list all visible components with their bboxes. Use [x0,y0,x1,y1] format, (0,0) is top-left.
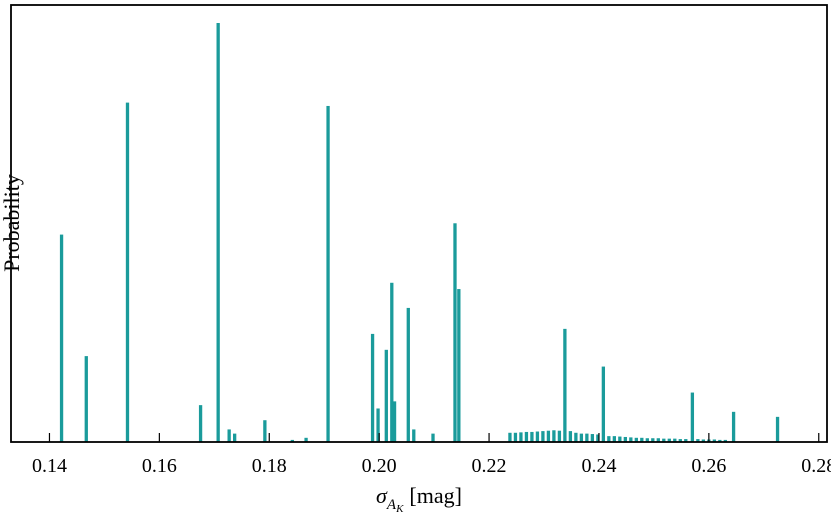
histogram-bar [513,432,518,442]
x-tick-label: 0.28 [801,455,831,477]
histogram-bar [326,105,330,443]
histogram-bar [662,438,666,442]
x-tick-label: 0.14 [32,455,67,477]
histogram-bar [731,411,736,442]
histogram-bar [612,436,616,442]
histogram-bar [406,307,410,442]
histogram-bar [552,430,556,442]
histogram-bar [667,438,671,442]
histogram-bar [651,438,655,442]
histogram-bar [775,416,780,442]
x-axis-label-subsubscript: K [395,503,404,514]
plot-frame [10,4,828,443]
histogram-bar [457,289,461,442]
histogram-bar [431,433,435,442]
histogram-bar [370,333,375,442]
histogram-bar [601,366,606,442]
histogram-bar [453,223,457,442]
histogram-bar [390,282,394,442]
x-tick-label: 0.24 [581,455,616,477]
histogram-bar [596,434,600,442]
histogram-bar [384,349,388,442]
histogram-bar [84,356,88,442]
histogram-bar [656,438,660,442]
histogram-bar [216,23,220,442]
x-tick-label: 0.26 [691,455,726,477]
histogram-bar [563,328,567,442]
histogram-bar [412,429,416,442]
histogram-bar [530,431,534,442]
histogram-bar [712,439,717,442]
histogram-bar [690,392,695,442]
x-tick-label: 0.20 [362,455,397,477]
histogram-bar [568,431,573,442]
histogram-bar [574,432,578,442]
histogram-bar [524,431,529,442]
histogram-bar [508,432,512,442]
histogram-bar [557,430,562,442]
histogram-bar [585,433,589,442]
x-ticks-group [48,433,820,442]
histogram-bar [125,102,130,443]
histogram-bar [645,438,649,442]
histogram-bar [233,433,237,442]
histogram-bar [640,437,644,442]
histogram-bar [227,429,231,442]
histogram-bar [304,437,308,442]
bars-group [59,23,780,443]
x-axis-label-unit: [mag] [409,483,462,508]
x-tick-label: 0.22 [472,455,507,477]
x-tick-labels-group: 0.14 0.16 0.18 0.20 0.22 0.24 0.26 0.28 [32,455,831,477]
histogram-bar [618,436,622,442]
x-axis-label-symbol: σ [376,483,388,508]
histogram-bar [718,439,722,442]
histogram-bar [678,439,682,442]
histogram-bar [629,437,633,442]
histogram-bar [607,436,611,442]
x-tick-label: 0.18 [252,455,287,477]
x-axis-label: σAK [mag] [376,483,462,514]
x-tick-label: 0.16 [142,455,177,477]
histogram-bar [696,439,700,442]
y-axis-label: Probability [0,174,24,272]
histogram-bar [263,420,267,442]
histogram-bar [59,234,64,442]
histogram-bar [634,437,638,442]
histogram-bar [723,439,727,442]
histogram-bar [198,405,203,442]
histogram-bar [684,439,688,442]
histogram-bar [579,433,584,442]
x-axis-label-subscript: A [386,497,397,513]
histogram-bar [590,434,595,442]
histogram-bar [546,430,551,442]
histogram-bar [535,431,540,442]
histogram-bar [519,432,523,442]
histogram-bar [701,439,706,442]
histogram-bar [376,408,380,442]
histogram-bar [623,436,627,442]
histogram-bar [541,431,545,442]
histogram-bar [673,438,677,442]
histogram-bar [290,439,294,442]
histogram-bar [392,401,397,442]
